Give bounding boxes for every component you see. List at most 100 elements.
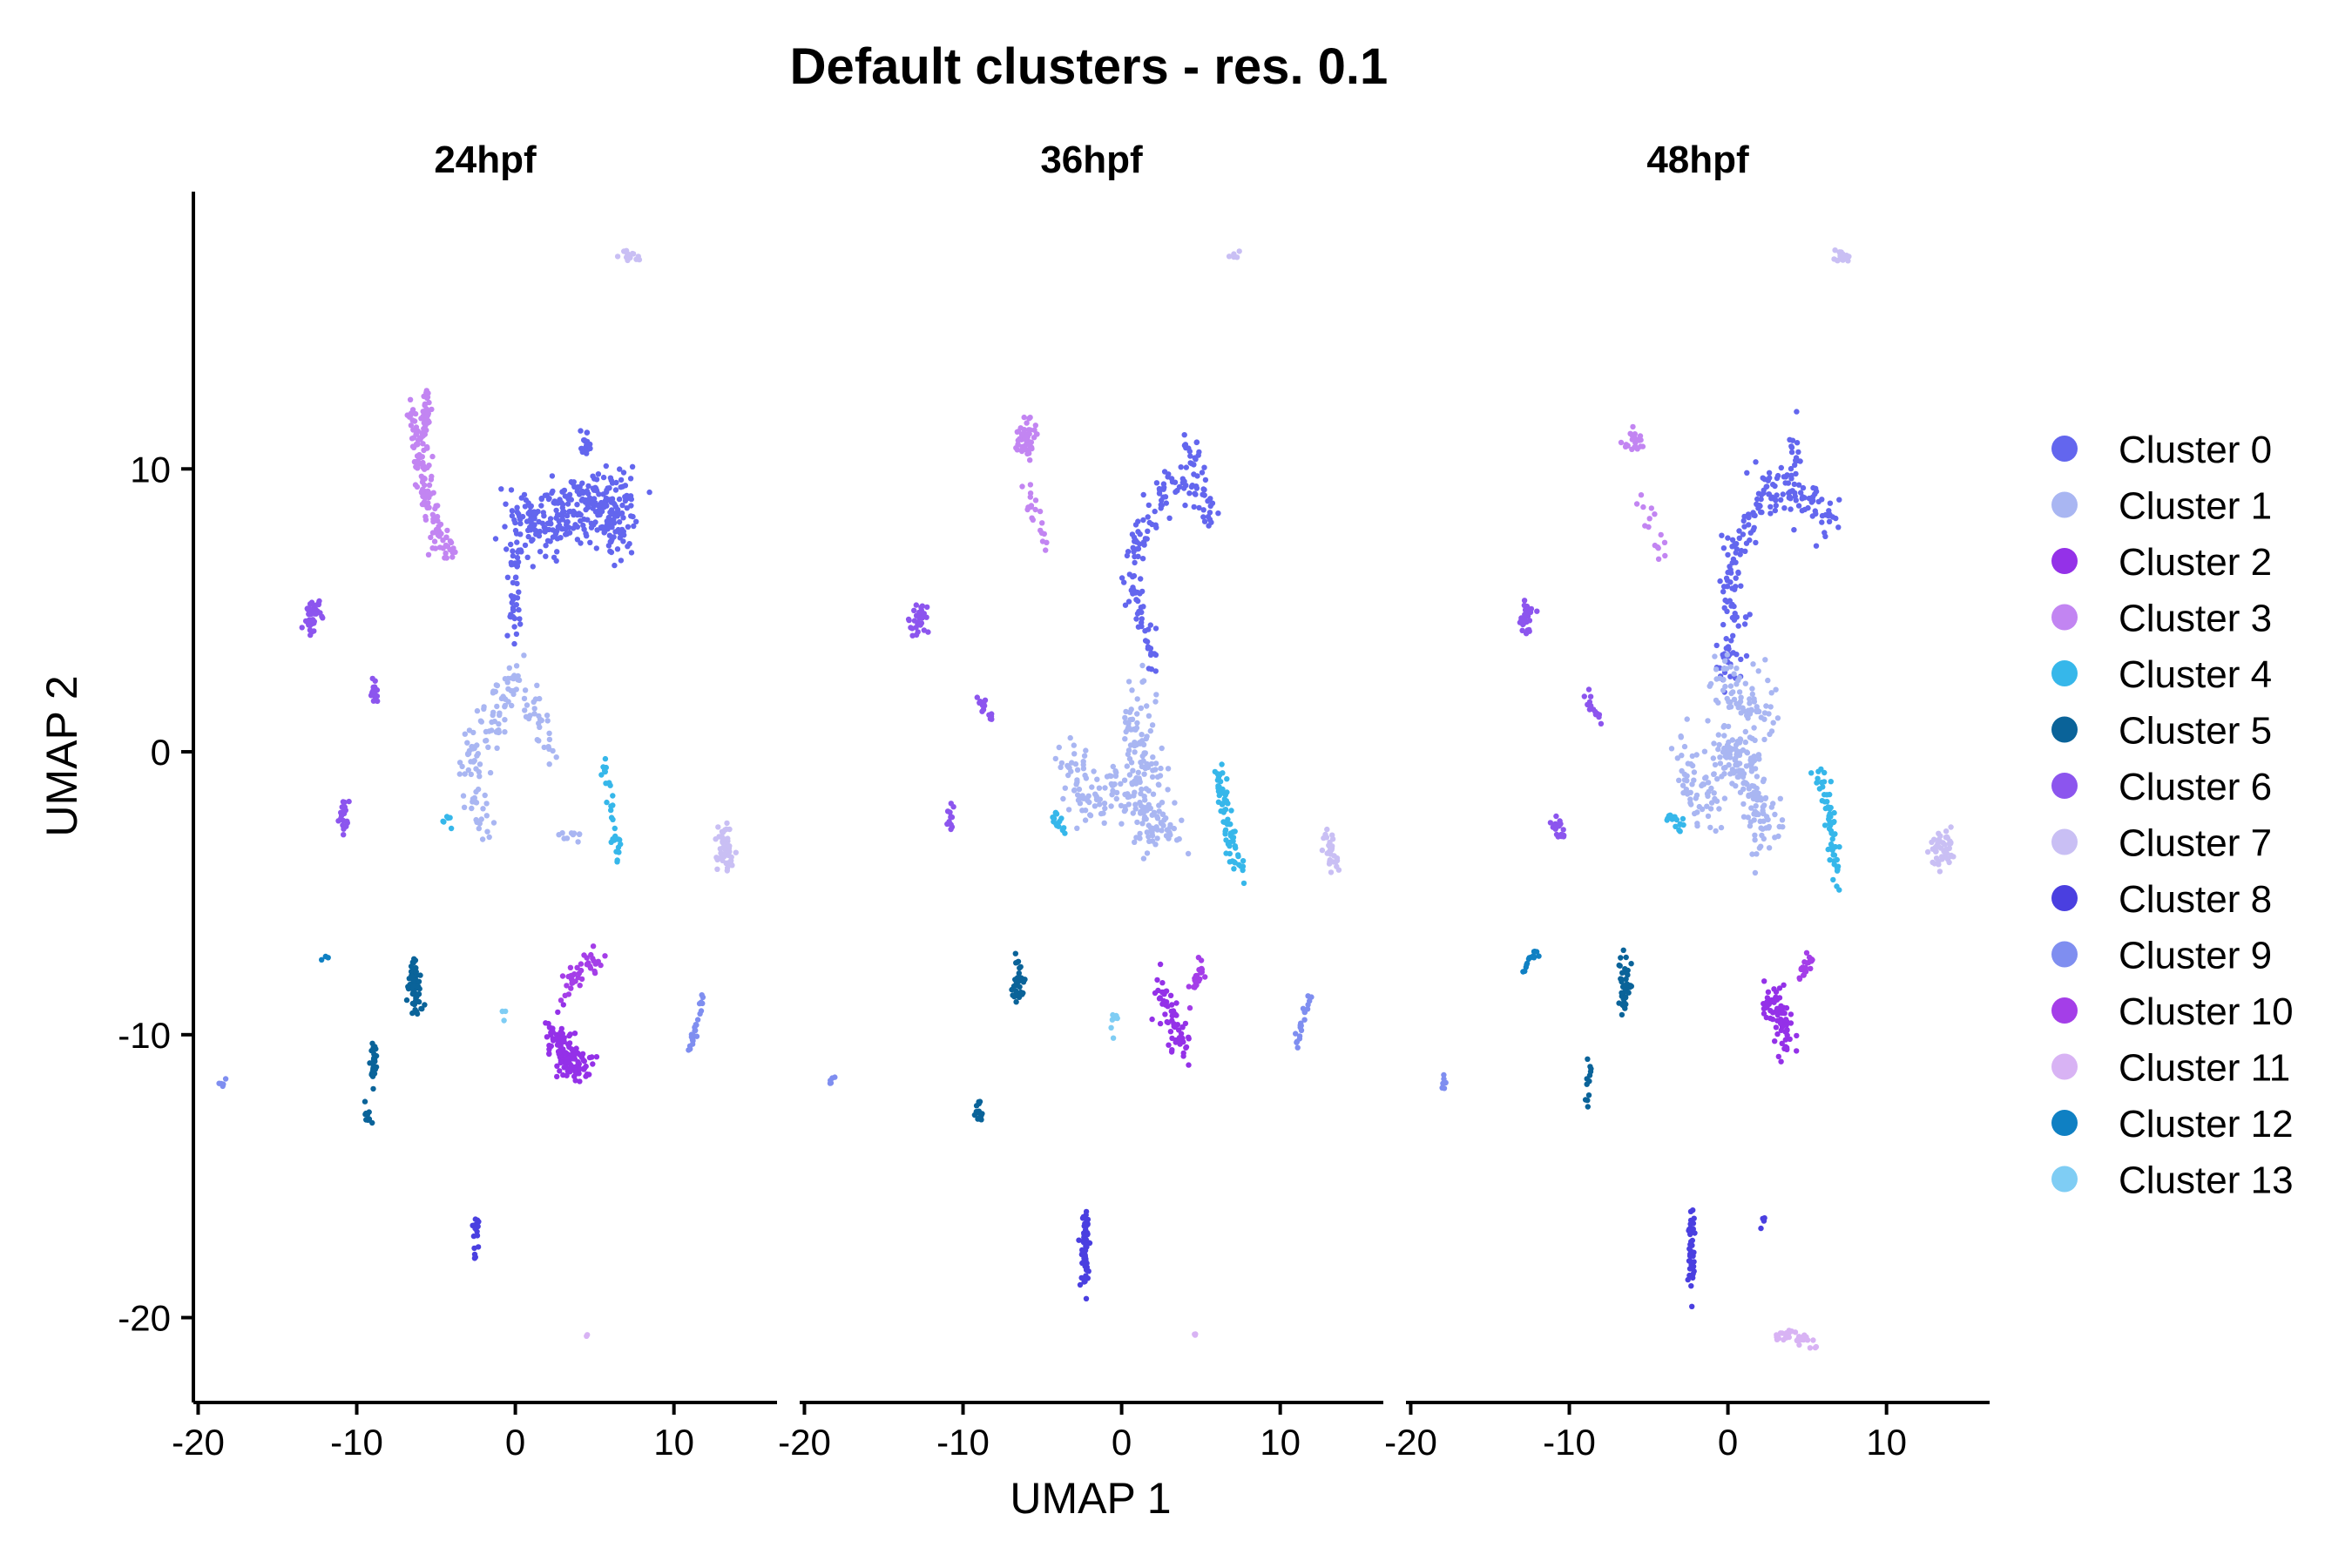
point-cluster-1 <box>1748 805 1754 811</box>
point-cluster-1 <box>1127 742 1134 748</box>
point-cluster-0 <box>607 475 614 481</box>
point-cluster-1 <box>496 729 502 735</box>
point-cluster-7 <box>1236 248 1242 254</box>
point-cluster-4 <box>1824 792 1830 798</box>
point-cluster-1 <box>1727 699 1734 706</box>
point-cluster-2 <box>1783 1004 1790 1011</box>
point-cluster-4 <box>1827 811 1833 817</box>
point-cluster-1 <box>575 839 581 845</box>
point-cluster-10 <box>1804 960 1810 966</box>
point-cluster-8 <box>1691 1259 1697 1265</box>
point-cluster-0 <box>578 428 584 434</box>
point-cluster-2 <box>1179 1024 1186 1031</box>
point-cluster-1 <box>1747 757 1754 763</box>
point-cluster-0 <box>1145 528 1151 534</box>
point-cluster-10 <box>564 983 570 989</box>
point-cluster-7 <box>1233 254 1240 260</box>
point-cluster-0 <box>530 564 536 570</box>
point-cluster-7 <box>1328 869 1335 875</box>
point-cluster-0 <box>1124 552 1131 559</box>
point-cluster-0 <box>1813 510 1819 517</box>
legend-item: Cluster 3 <box>2051 598 2272 640</box>
point-cluster-4 <box>1818 780 1825 786</box>
point-cluster-1 <box>1760 808 1766 814</box>
point-cluster-0 <box>1181 485 1187 491</box>
point-cluster-9 <box>827 1080 834 1086</box>
point-cluster-10 <box>1198 957 1205 963</box>
legend-label: Cluster 6 <box>2119 766 2272 808</box>
point-cluster-10 <box>559 973 566 979</box>
legend-item: Cluster 12 <box>2051 1103 2294 1146</box>
point-cluster-0 <box>1207 503 1213 510</box>
legend-label: Cluster 11 <box>2119 1047 2290 1090</box>
point-cluster-1 <box>497 712 503 719</box>
point-cluster-1 <box>1167 824 1173 830</box>
point-cluster-7 <box>722 827 728 833</box>
point-cluster-0 <box>1202 476 1209 483</box>
point-cluster-1 <box>1144 703 1150 709</box>
point-cluster-5 <box>403 997 410 1004</box>
point-cluster-4 <box>1227 821 1233 828</box>
point-cluster-2 <box>1167 992 1174 999</box>
point-cluster-0 <box>609 524 615 531</box>
point-cluster-7 <box>1832 247 1838 253</box>
point-cluster-0 <box>1835 524 1842 531</box>
point-cluster-5 <box>1623 976 1629 983</box>
point-cluster-0 <box>508 541 514 548</box>
point-cluster-1 <box>1715 700 1721 706</box>
point-cluster-0 <box>509 599 515 606</box>
point-cluster-3 <box>436 533 443 539</box>
point-cluster-1 <box>1159 800 1166 806</box>
point-cluster-1 <box>1149 832 1156 839</box>
point-cluster-1 <box>1767 704 1774 710</box>
point-cluster-3 <box>408 410 415 416</box>
point-cluster-1 <box>475 751 481 757</box>
point-cluster-0 <box>1735 569 1741 576</box>
y-tick-label: 10 <box>130 449 171 490</box>
point-cluster-1 <box>1699 806 1706 813</box>
point-cluster-2 <box>1159 980 1166 986</box>
point-cluster-1 <box>1734 747 1740 754</box>
point-cluster-0 <box>1799 508 1805 514</box>
point-cluster-3 <box>1638 492 1645 498</box>
point-cluster-1 <box>556 832 562 838</box>
point-cluster-7 <box>715 824 721 830</box>
point-cluster-1 <box>1770 720 1776 726</box>
point-cluster-1 <box>476 825 482 832</box>
point-cluster-7 <box>1936 843 1942 849</box>
point-cluster-2 <box>1778 1058 1784 1064</box>
point-cluster-1 <box>1094 776 1100 782</box>
point-cluster-1 <box>1158 820 1165 827</box>
point-cluster-0 <box>1734 652 1740 658</box>
point-cluster-2 <box>1173 1000 1179 1006</box>
point-cluster-1 <box>487 769 494 776</box>
point-cluster-2 <box>544 1034 551 1040</box>
point-cluster-1 <box>1755 668 1761 674</box>
point-cluster-1 <box>493 682 499 688</box>
point-cluster-3 <box>420 409 426 415</box>
point-cluster-1 <box>1713 828 1719 835</box>
point-cluster-9 <box>689 1041 696 1047</box>
point-cluster-1 <box>1772 811 1778 818</box>
point-cluster-2 <box>1157 1020 1164 1027</box>
point-cluster-3 <box>425 551 432 558</box>
point-cluster-1 <box>1121 808 1128 814</box>
point-cluster-1 <box>1712 761 1719 768</box>
point-cluster-0 <box>517 517 524 523</box>
point-cluster-8 <box>1689 1303 1695 1310</box>
point-cluster-0 <box>1147 645 1154 652</box>
point-cluster-0 <box>1767 510 1774 517</box>
point-cluster-2 <box>1776 985 1783 991</box>
point-cluster-1 <box>1751 725 1757 731</box>
point-cluster-4 <box>1808 770 1815 776</box>
point-cluster-1 <box>1165 766 1172 772</box>
point-cluster-0 <box>1152 625 1159 632</box>
point-cluster-2 <box>1777 1020 1784 1027</box>
point-cluster-1 <box>513 663 520 669</box>
point-cluster-1 <box>1091 768 1097 774</box>
point-cluster-0 <box>602 529 608 535</box>
point-cluster-5 <box>973 1109 980 1115</box>
point-cluster-1 <box>1759 832 1765 839</box>
point-cluster-0 <box>559 526 565 532</box>
